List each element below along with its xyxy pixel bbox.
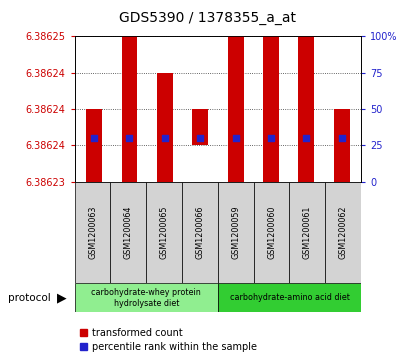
Bar — [182, 182, 218, 283]
Point — [197, 135, 203, 141]
Text: GSM1200063: GSM1200063 — [88, 205, 97, 259]
Bar — [325, 182, 361, 283]
Bar — [110, 182, 146, 283]
Point — [161, 135, 168, 141]
Bar — [298, 0, 314, 182]
Point — [268, 135, 274, 141]
Legend: transformed count, percentile rank within the sample: transformed count, percentile rank withi… — [80, 328, 257, 352]
Text: GSM1200064: GSM1200064 — [124, 205, 133, 259]
Bar — [75, 283, 218, 312]
Bar — [218, 283, 361, 312]
Text: carbohydrate-whey protein
hydrolysate diet: carbohydrate-whey protein hydrolysate di… — [91, 287, 201, 308]
Bar — [334, 109, 349, 182]
Bar — [192, 109, 208, 145]
Text: GSM1200061: GSM1200061 — [303, 205, 312, 259]
Text: GSM1200066: GSM1200066 — [195, 205, 205, 259]
Bar — [86, 109, 102, 182]
Bar — [218, 182, 254, 283]
Bar — [146, 182, 182, 283]
Point — [91, 135, 98, 141]
Text: GSM1200060: GSM1200060 — [267, 205, 276, 259]
Point — [232, 135, 239, 141]
Point — [338, 135, 345, 141]
Bar — [290, 182, 325, 283]
Text: protocol: protocol — [8, 293, 51, 303]
Bar — [75, 182, 110, 283]
Bar — [263, 0, 279, 182]
Bar — [122, 15, 137, 182]
Point — [303, 135, 310, 141]
Point — [126, 135, 133, 141]
Text: GDS5390 / 1378355_a_at: GDS5390 / 1378355_a_at — [119, 11, 296, 25]
Text: GSM1200065: GSM1200065 — [160, 205, 168, 259]
Text: carbohydrate-amino acid diet: carbohydrate-amino acid diet — [229, 293, 349, 302]
Bar — [157, 73, 173, 182]
Bar — [254, 182, 289, 283]
Text: GSM1200062: GSM1200062 — [339, 205, 348, 259]
Text: GSM1200059: GSM1200059 — [231, 205, 240, 259]
Text: ▶: ▶ — [57, 291, 66, 304]
Bar — [227, 0, 244, 182]
